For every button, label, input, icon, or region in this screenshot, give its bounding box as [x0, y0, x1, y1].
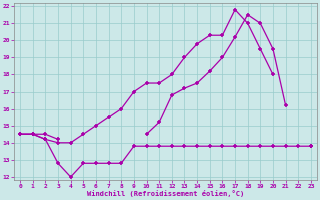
X-axis label: Windchill (Refroidissement éolien,°C): Windchill (Refroidissement éolien,°C) [87, 190, 244, 197]
